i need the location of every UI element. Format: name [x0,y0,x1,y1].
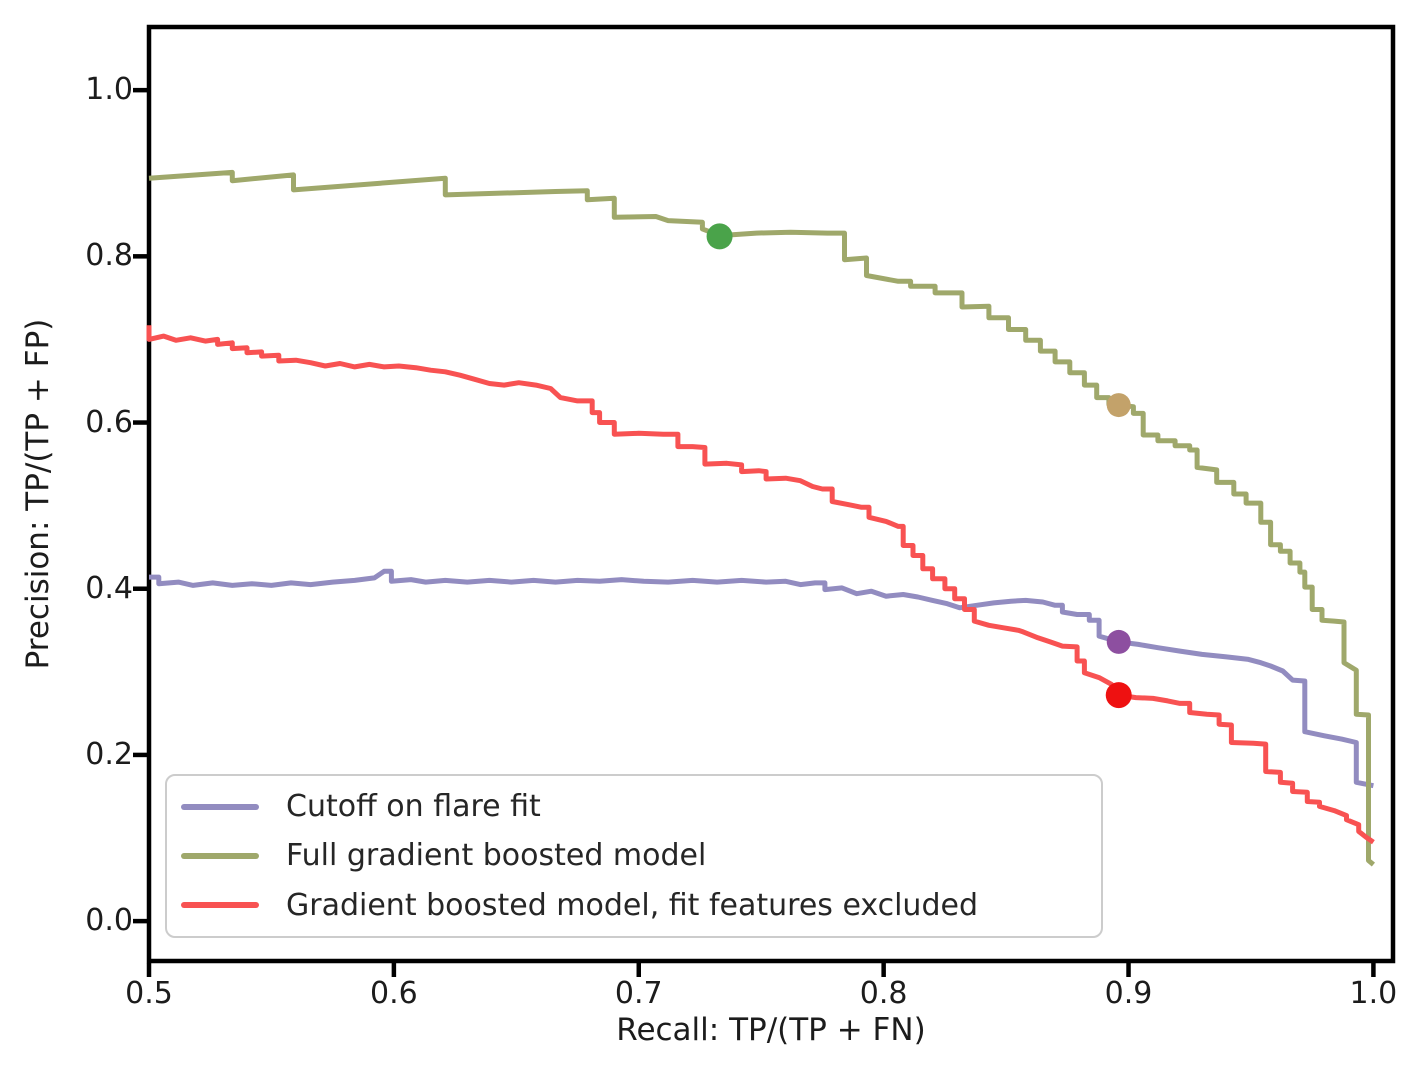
x-tick-label: 0.8 [859,976,908,1011]
y-tick-label: 0.8 [85,238,133,274]
curve-0 [149,568,1374,789]
red-operating-point [1105,682,1132,709]
green-operating-point [706,223,733,250]
legend-line-swatch [181,902,259,909]
legend-label: Full gradient boosted model [286,838,707,874]
y-tick-label: 0.6 [85,404,133,440]
y-tick-label: 0.4 [85,570,133,606]
x-tick-label: 0.9 [1104,976,1153,1011]
x-tick-label: 0.5 [125,976,173,1011]
purple-operating-point [1106,629,1131,654]
legend-item: Full gradient boosted model [181,839,1101,872]
tan-operating-point [1106,393,1131,418]
curve-1 [148,169,1376,867]
legend-item: Cutoff on flare fit [181,790,1101,823]
x-axis-label: Recall: TP/(TP + FN) [616,1012,926,1048]
y-axis-label: Precision: TP/(TP + FP) [20,318,56,670]
y-tick-label: 1.0 [85,72,133,108]
legend: Cutoff on flare fit Full gradient booste… [165,774,1103,938]
legend-label: Cutoff on flare fit [286,789,541,825]
curve-2 [146,325,1375,845]
legend-line-swatch [181,852,259,859]
x-tick-label: 0.6 [370,976,418,1011]
axes-frame [146,24,1396,964]
y-tick-label: 0.0 [85,903,133,939]
y-tick-label: 0.2 [85,736,133,772]
x-tick-label: 1.0 [1349,976,1398,1011]
legend-item: Gradient boosted model, fit features exc… [181,889,1101,922]
x-tick-label: 0.7 [614,976,663,1011]
legend-line-swatch [181,803,259,810]
legend-label: Gradient boosted model, fit features exc… [286,887,978,923]
